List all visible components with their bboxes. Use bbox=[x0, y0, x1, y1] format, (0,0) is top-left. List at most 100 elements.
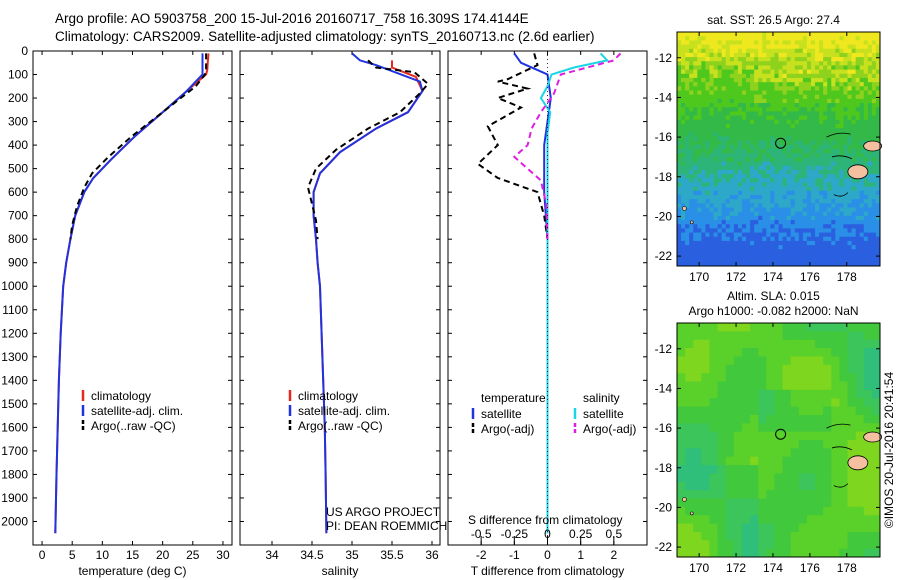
heatmap-cell bbox=[733, 73, 739, 79]
heatmap-cell bbox=[762, 161, 767, 167]
heatmap-cell bbox=[770, 128, 775, 133]
heatmap-cell bbox=[746, 136, 751, 142]
heatmap-cell bbox=[774, 323, 783, 332]
heatmap-cell bbox=[871, 182, 877, 188]
heatmap-cell bbox=[681, 186, 686, 192]
heatmap-cell bbox=[847, 144, 852, 150]
heatmap-cell bbox=[815, 515, 824, 524]
heatmap-cell bbox=[855, 82, 861, 87]
heatmap-cell bbox=[701, 107, 706, 112]
heatmap-cell bbox=[685, 178, 690, 183]
heatmap-cell bbox=[766, 111, 771, 116]
heatmap-cell bbox=[774, 132, 779, 137]
heatmap-cell bbox=[697, 174, 702, 179]
heatmap-cell bbox=[733, 245, 739, 250]
heatmap-cell bbox=[717, 240, 723, 246]
heatmap-cell bbox=[677, 65, 682, 71]
heatmap-cell bbox=[806, 103, 812, 108]
heatmap-cell bbox=[733, 240, 739, 246]
heatmap-cell bbox=[701, 540, 710, 550]
heatmap-cell bbox=[758, 540, 767, 550]
heatmap-cell bbox=[717, 111, 723, 116]
heatmap-cell bbox=[851, 107, 857, 112]
heatmap-cell bbox=[733, 128, 739, 133]
heatmap-cell bbox=[746, 123, 751, 129]
heatmap-cell bbox=[871, 94, 877, 100]
sla_map-frame bbox=[676, 322, 881, 558]
heatmap-cell bbox=[705, 140, 710, 146]
x-tick-label: 35 bbox=[345, 548, 359, 562]
heatmap-cell bbox=[875, 61, 881, 66]
heatmap-cell bbox=[677, 73, 682, 79]
heatmap-cell bbox=[766, 90, 771, 96]
heatmap-cell bbox=[758, 149, 763, 154]
heatmap-cell bbox=[815, 165, 820, 171]
heatmap-cell bbox=[778, 157, 783, 162]
heatmap-cell bbox=[725, 69, 731, 75]
heatmap-cell bbox=[815, 257, 820, 263]
heatmap-cell bbox=[705, 149, 710, 154]
heatmap-cell bbox=[717, 406, 727, 416]
heatmap-cell bbox=[827, 94, 832, 100]
heatmap-cell bbox=[847, 211, 852, 217]
heatmap-cell bbox=[741, 169, 747, 175]
heatmap-cell bbox=[677, 115, 682, 121]
heatmap-cell bbox=[827, 132, 832, 137]
heatmap-cell bbox=[677, 132, 682, 137]
heatmap-cell bbox=[802, 186, 808, 192]
heatmap-cell bbox=[758, 123, 763, 129]
heatmap-cell bbox=[815, 224, 820, 229]
heatmap-cell bbox=[815, 398, 824, 407]
heatmap-cell bbox=[839, 465, 848, 474]
heatmap-cell bbox=[677, 498, 686, 508]
heatmap-cell bbox=[794, 169, 800, 175]
heatmap-cell bbox=[794, 236, 800, 242]
heatmap-cell bbox=[705, 215, 710, 221]
heatmap-cell bbox=[871, 240, 877, 246]
heatmap-cell bbox=[855, 199, 861, 204]
heatmap-cell bbox=[778, 136, 783, 142]
heatmap-cell bbox=[733, 448, 743, 458]
depth-tick-label: 1600 bbox=[1, 420, 28, 434]
heatmap-cell bbox=[815, 157, 820, 162]
series-line-s-satellite bbox=[539, 52, 610, 534]
heatmap-cell bbox=[823, 90, 828, 96]
heatmap-cell bbox=[725, 207, 731, 213]
heatmap-cell bbox=[729, 103, 735, 108]
heatmap-cell bbox=[782, 548, 792, 558]
heatmap-cell bbox=[859, 57, 865, 62]
heatmap-cell bbox=[750, 73, 755, 79]
heatmap-cell bbox=[790, 431, 800, 441]
heatmap-cell bbox=[839, 57, 844, 62]
heatmap-cell bbox=[685, 36, 690, 41]
heatmap-cell bbox=[827, 119, 832, 125]
heatmap-cell bbox=[701, 44, 706, 50]
heatmap-cell bbox=[871, 82, 877, 87]
heatmap-cell bbox=[685, 128, 690, 133]
heatmap-cell bbox=[806, 498, 816, 508]
heatmap-cell bbox=[782, 456, 792, 466]
heatmap-cell bbox=[806, 136, 812, 142]
heatmap-cell bbox=[806, 203, 812, 208]
heatmap-cell bbox=[770, 186, 775, 192]
heatmap-cell bbox=[871, 236, 877, 242]
heatmap-cell bbox=[806, 174, 812, 179]
heatmap-cell bbox=[871, 57, 877, 62]
heatmap-cell bbox=[766, 473, 775, 483]
heatmap-cell bbox=[758, 136, 763, 142]
heatmap-cell bbox=[705, 77, 710, 83]
heatmap-cell bbox=[790, 249, 796, 254]
heatmap-cell bbox=[729, 161, 735, 167]
heatmap-cell bbox=[835, 253, 840, 259]
heatmap-cell bbox=[778, 228, 783, 233]
heatmap-cell bbox=[863, 448, 873, 458]
heatmap-cell bbox=[685, 523, 694, 533]
heatmap-cell bbox=[762, 203, 767, 208]
heatmap-cell bbox=[709, 356, 718, 366]
heatmap-cell bbox=[717, 220, 723, 225]
legend-title-salinity: salinity bbox=[583, 391, 620, 405]
heatmap-cell bbox=[798, 211, 804, 217]
heatmap-cell bbox=[713, 136, 718, 142]
heatmap-cell bbox=[867, 44, 873, 50]
heatmap-cell bbox=[725, 473, 735, 483]
